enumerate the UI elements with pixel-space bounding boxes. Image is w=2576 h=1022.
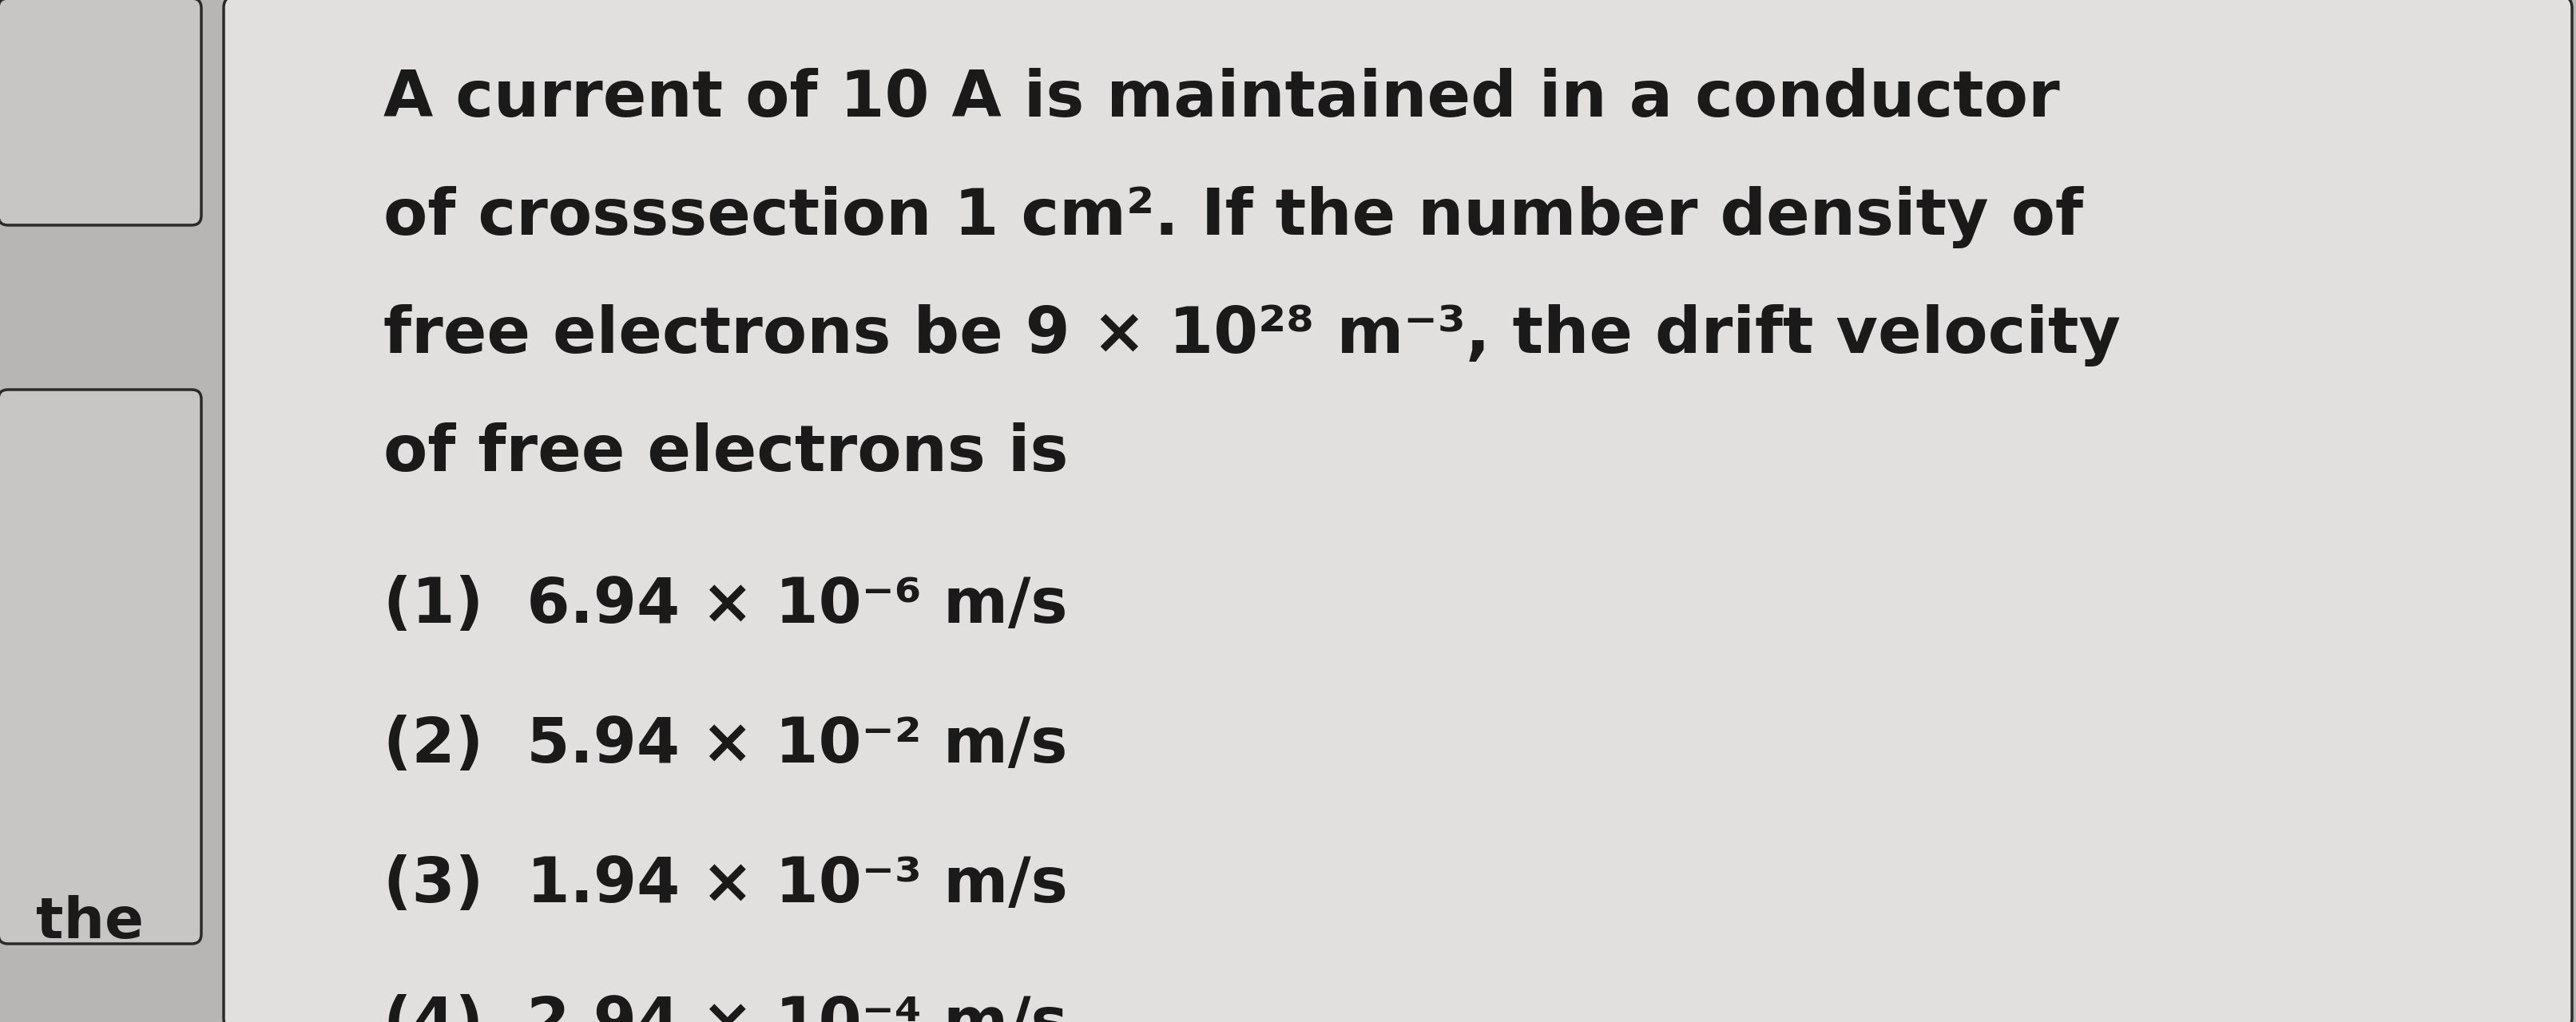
Text: (3)  1.94 × 10⁻³ m/s: (3) 1.94 × 10⁻³ m/s [384, 854, 1066, 915]
FancyBboxPatch shape [0, 0, 201, 225]
Text: of crosssection 1 cm². If the number density of: of crosssection 1 cm². If the number den… [384, 186, 2084, 248]
Text: A current of 10 A is maintained in a conductor: A current of 10 A is maintained in a con… [384, 67, 2061, 130]
FancyBboxPatch shape [224, 0, 2571, 1022]
Text: (4)  2.94 × 10⁻⁴ m/s: (4) 2.94 × 10⁻⁴ m/s [384, 994, 1066, 1022]
FancyBboxPatch shape [0, 389, 201, 943]
Text: free electrons be 9 × 10²⁸ m⁻³, the drift velocity: free electrons be 9 × 10²⁸ m⁻³, the drif… [384, 305, 2120, 367]
Text: (2)  5.94 × 10⁻² m/s: (2) 5.94 × 10⁻² m/s [384, 714, 1066, 776]
Text: of free electrons is: of free electrons is [384, 422, 1069, 484]
Text: (1)  6.94 × 10⁻⁶ m/s: (1) 6.94 × 10⁻⁶ m/s [384, 574, 1066, 636]
Text: the: the [36, 895, 144, 950]
